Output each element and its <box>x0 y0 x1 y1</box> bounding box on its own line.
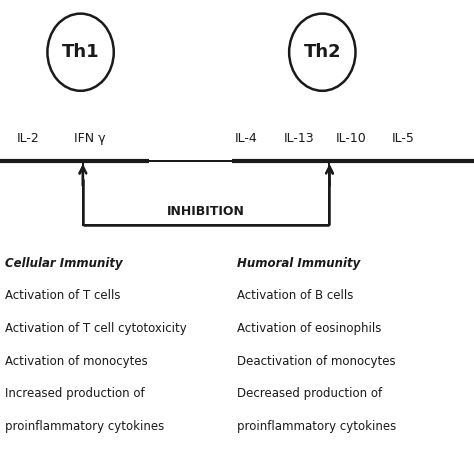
Bar <box>83 161 329 225</box>
Text: Humoral Immunity: Humoral Immunity <box>237 257 360 270</box>
Text: INHIBITION: INHIBITION <box>167 205 245 217</box>
Text: Activation of T cell cytotoxicity: Activation of T cell cytotoxicity <box>5 322 186 335</box>
Text: Cellular Immunity: Cellular Immunity <box>5 257 122 270</box>
Ellipse shape <box>289 14 356 91</box>
Text: IL-4: IL-4 <box>235 132 258 145</box>
Text: Activation of T cells: Activation of T cells <box>5 289 120 302</box>
Text: IL-13: IL-13 <box>283 132 314 145</box>
Text: IL-2: IL-2 <box>17 132 40 145</box>
Ellipse shape <box>47 14 114 91</box>
Text: IL-10: IL-10 <box>336 132 366 145</box>
Text: Th1: Th1 <box>62 43 100 61</box>
Text: proinflammatory cytokines: proinflammatory cytokines <box>5 420 164 433</box>
Text: Th2: Th2 <box>303 43 341 61</box>
Text: proinflammatory cytokines: proinflammatory cytokines <box>237 420 396 433</box>
Text: Activation of B cells: Activation of B cells <box>237 289 354 302</box>
Text: IFN γ: IFN γ <box>74 132 106 145</box>
Text: Activation of monocytes: Activation of monocytes <box>5 355 147 368</box>
Text: Deactivation of monocytes: Deactivation of monocytes <box>237 355 396 368</box>
Text: Activation of eosinophils: Activation of eosinophils <box>237 322 382 335</box>
Text: Decreased production of: Decreased production of <box>237 387 382 400</box>
Text: IL-5: IL-5 <box>392 132 414 145</box>
Text: Increased production of: Increased production of <box>5 387 145 400</box>
